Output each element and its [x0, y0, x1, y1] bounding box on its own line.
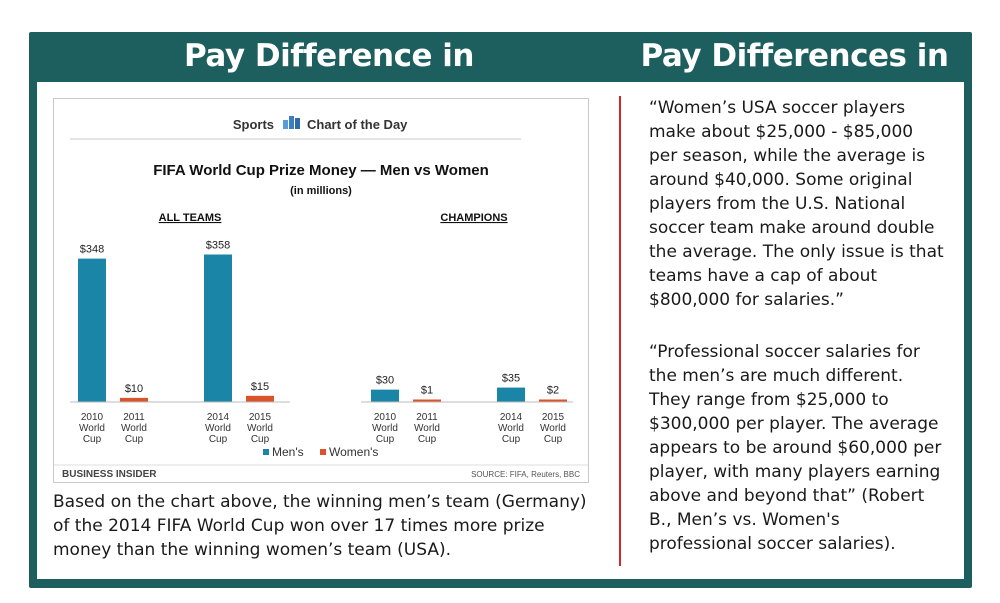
- value-label-all-teams-2011-world-cup: $10: [125, 383, 143, 395]
- red-divider: [619, 96, 621, 566]
- category-label-all-teams-2014-world-cup-line-1: 2014: [207, 412, 230, 423]
- legend-swatch-womens: [320, 449, 326, 455]
- quote-mens-salaries: “Professional soccer salaries for the me…: [649, 342, 942, 554]
- category-label-champions-2014-world-cup-line-2: World: [498, 423, 524, 434]
- category-label-all-teams-2014-world-cup-line-3: Cup: [209, 434, 228, 445]
- category-label-all-teams-2010-world-cup-line-1: 2010: [81, 412, 104, 423]
- bar-all-teams-2011-world-cup: [120, 397, 148, 402]
- value-label-all-teams-2015-world-cup: $15: [251, 381, 269, 393]
- value-label-champions-2015-world-cup: $2: [547, 385, 559, 397]
- category-label-champions-2015-world-cup-line-2: World: [540, 423, 566, 434]
- category-label-champions-2011-world-cup-line-2: World: [414, 423, 440, 434]
- value-label-champions-2014-world-cup: $35: [502, 373, 520, 385]
- category-label-champions-2014-world-cup-line-3: Cup: [502, 434, 521, 445]
- chart-header-cotd: Chart of the Day: [307, 117, 408, 132]
- chart-title: FIFA World Cup Prize Money — Men vs Wome…: [153, 162, 489, 179]
- infographic-frame: Pay Difference in FIFA Pay Differences i…: [29, 32, 972, 588]
- category-label-champions-2010-world-cup-line-1: 2010: [374, 412, 397, 423]
- bar-all-teams-2015-world-cup: [246, 395, 274, 402]
- value-label-all-teams-2014-world-cup: $358: [206, 240, 230, 252]
- legend-label-mens: Men's: [272, 445, 304, 459]
- bar-all-teams-2014-world-cup: [204, 254, 232, 402]
- bar-all-teams-2010-world-cup: [78, 258, 106, 402]
- category-label-all-teams-2011-world-cup-line-2: World: [121, 423, 147, 434]
- mls-heading: Pay Differences in MLS: [640, 38, 949, 122]
- bar-champions-2011-world-cup: [413, 399, 441, 402]
- category-label-all-teams-2015-world-cup-line-3: Cup: [251, 434, 270, 445]
- category-label-champions-2014-world-cup-line-1: 2014: [500, 412, 523, 423]
- bar-champions-2014-world-cup: [497, 387, 525, 402]
- legend: Men's Women's: [263, 445, 378, 459]
- chart-caption: Based on the chart above, the winning me…: [53, 492, 587, 560]
- category-label-all-teams-2011-world-cup-line-1: 2011: [123, 412, 145, 423]
- content-panel: Sports Chart of the Day FIFA World Cup P…: [37, 82, 964, 579]
- value-label-champions-2011-world-cup: $1: [421, 385, 433, 397]
- chart-box: Sports Chart of the Day FIFA World Cup P…: [53, 98, 589, 483]
- bar-champions-2010-world-cup: [371, 389, 399, 402]
- quote-womens-salaries: “Women’s USA soccer players make about $…: [649, 98, 944, 310]
- category-label-champions-2011-world-cup-line-3: Cup: [418, 434, 437, 445]
- group-label-all-teams: ALL TEAMS: [159, 212, 222, 224]
- value-label-all-teams-2010-world-cup: $348: [80, 244, 104, 256]
- category-label-all-teams-2010-world-cup-line-2: World: [79, 423, 105, 434]
- category-label-champions-2010-world-cup-line-2: World: [372, 423, 398, 434]
- chart-subtitle: (in millions): [290, 185, 352, 197]
- category-label-all-teams-2015-world-cup-line-2: World: [247, 423, 273, 434]
- category-label-all-teams-2015-world-cup-line-1: 2015: [249, 412, 272, 423]
- bar-champions-2015-world-cup: [539, 399, 567, 402]
- category-label-all-teams-2011-world-cup-line-3: Cup: [125, 434, 144, 445]
- category-label-champions-2015-world-cup-line-1: 2015: [542, 412, 565, 423]
- category-label-champions-2015-world-cup-line-3: Cup: [544, 434, 563, 445]
- source-label: SOURCE: FIFA, Reuters, BBC: [471, 470, 580, 479]
- legend-label-womens: Women's: [329, 445, 378, 459]
- category-label-champions-2011-world-cup-line-1: 2011: [416, 412, 438, 423]
- category-label-all-teams-2014-world-cup-line-2: World: [205, 423, 231, 434]
- chart-of-day-icon: [283, 116, 300, 129]
- prize-money-chart: Sports Chart of the Day FIFA World Cup P…: [54, 116, 588, 480]
- legend-swatch-mens: [263, 449, 269, 455]
- category-label-all-teams-2010-world-cup-line-3: Cup: [83, 434, 102, 445]
- brand-label: BUSINESS INSIDER: [62, 469, 157, 480]
- group-label-champions: CHAMPIONS: [440, 212, 507, 224]
- fifa-heading: Pay Difference in FIFA: [184, 38, 474, 122]
- category-label-champions-2010-world-cup-line-3: Cup: [376, 434, 395, 445]
- value-label-champions-2010-world-cup: $30: [376, 375, 394, 387]
- chart-header-sports: Sports: [233, 117, 274, 132]
